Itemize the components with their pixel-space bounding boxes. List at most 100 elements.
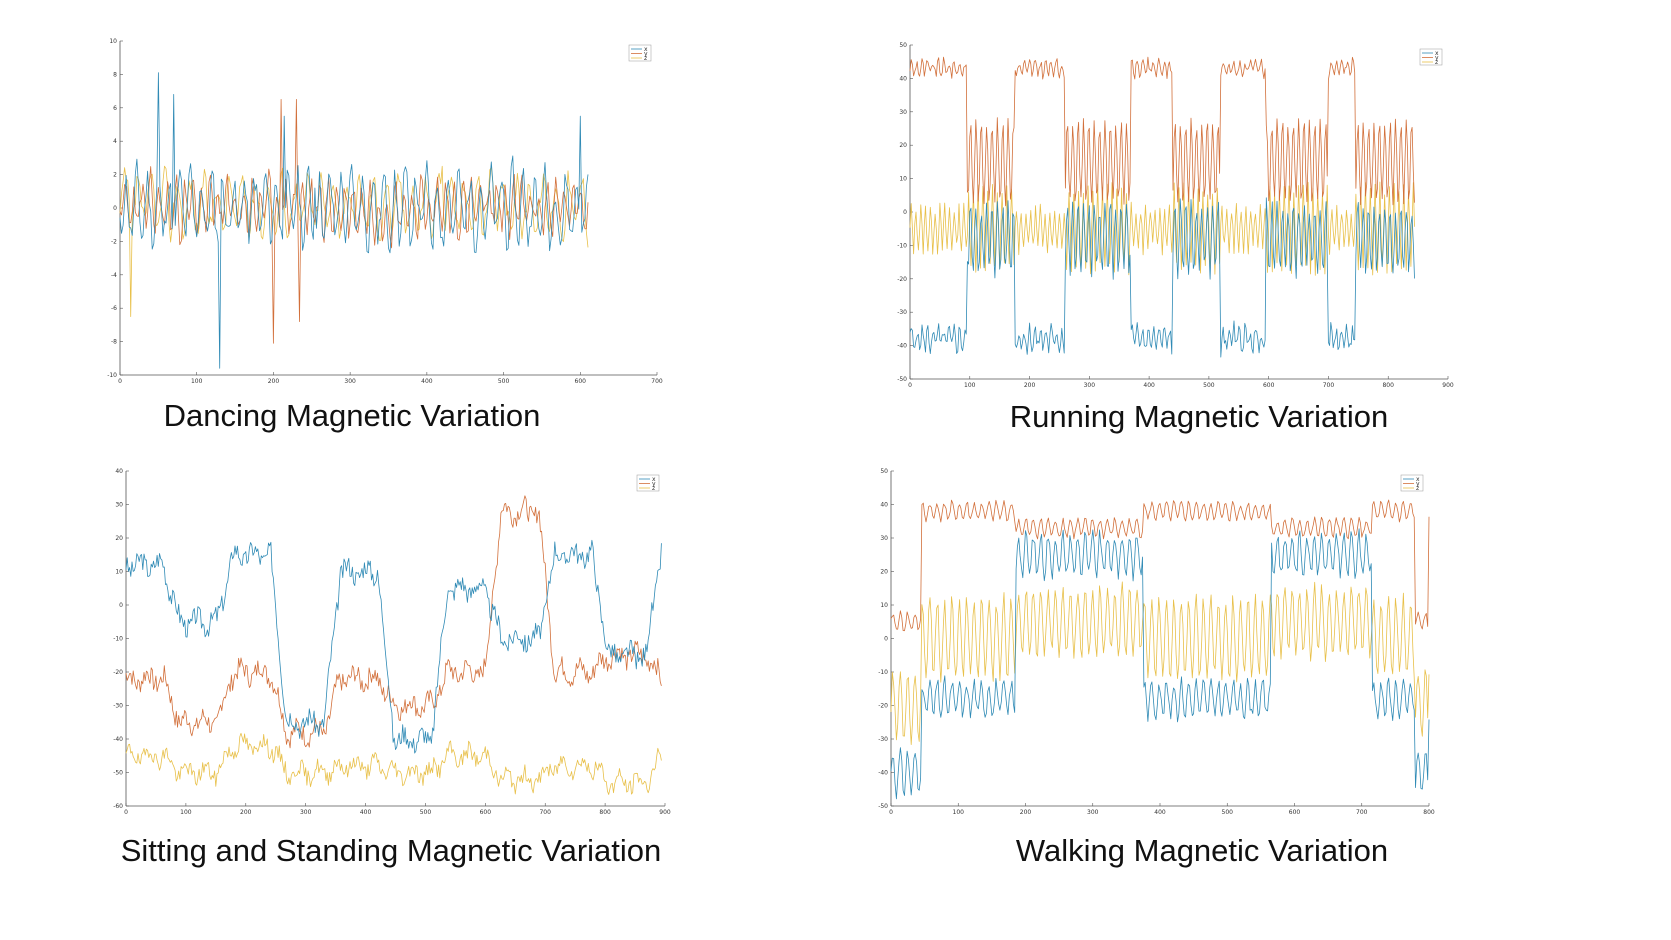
series-line-x (890, 528, 1430, 800)
y-tick-label: 30 (899, 109, 907, 116)
x-tick-label: 0 (889, 809, 893, 816)
y-tick-label: 0 (884, 636, 888, 643)
x-tick-label: 200 (268, 378, 280, 385)
legend-label-z: z (1435, 59, 1438, 66)
x-tick-label: 700 (651, 378, 663, 385)
x-tick-label: 0 (908, 382, 912, 389)
legend-label-z: z (1416, 485, 1419, 492)
legend-label-x: x (644, 46, 648, 53)
running-magnetic-chart: 0 100 200 300 400 500 600 700 800 900-50-40-30-20… (897, 42, 1454, 389)
y-tick-label: 40 (115, 468, 123, 475)
y-tick-label: -40 (897, 343, 907, 350)
y-tick-label: -30 (878, 736, 888, 743)
series-line-z (125, 732, 662, 795)
x-tick-label: 300 (1084, 382, 1096, 389)
series-line-x (909, 197, 1415, 358)
legend-label-z: z (652, 485, 655, 492)
x-tick-label: 800 (599, 809, 611, 816)
series-line-y (125, 495, 662, 749)
series-line-y (890, 499, 1430, 632)
y-tick-label: 20 (880, 569, 888, 576)
y-tick-label: -50 (878, 803, 888, 810)
y-tick-label: -20 (897, 276, 907, 283)
legend-box (1400, 474, 1424, 492)
y-tick-label: -20 (878, 703, 888, 710)
axes: 0 100 200 300 400 500 600 700 800-50-40-30-20-10… (878, 468, 1435, 816)
y-tick-label: 50 (899, 42, 907, 49)
legend: xyz (628, 44, 652, 62)
x-tick-label: 900 (659, 809, 671, 816)
legend-label-y: y (652, 480, 656, 487)
x-tick-label: 500 (498, 378, 510, 385)
y-tick-label: 4 (113, 138, 117, 145)
series-line-z (890, 581, 1430, 745)
legend: xyz (636, 474, 660, 492)
sitting-standing-magnetic-chart: 0 100 200 300 400 500 600 700 800 900-60-50-40-30… (113, 468, 671, 816)
legend-label-y: y (1416, 480, 1420, 487)
x-tick-label: 600 (575, 378, 587, 385)
y-tick-label: -10 (113, 636, 123, 643)
running-chart-panel: 0 100 200 300 400 500 600 700 800 900 -50 -40 -30 -20… (0, 0, 1671, 450)
y-tick-label: 2 (113, 172, 117, 179)
legend-label-x: x (1416, 476, 1420, 483)
legend-label-x: x (1435, 50, 1439, 57)
x-tick-label: 0 (118, 378, 122, 385)
x-tick-label: 800 (1382, 382, 1394, 389)
y-tick-label: 10 (109, 38, 117, 45)
legend-label-x: x (652, 476, 656, 483)
x-tick-label: 200 (1024, 382, 1036, 389)
legend: xyz (1419, 48, 1443, 66)
series-line-y (119, 99, 589, 344)
x-tick-label: 800 (1423, 809, 1435, 816)
x-tick-label: 900 (1442, 382, 1454, 389)
y-tick-label: -40 (878, 770, 888, 777)
axes: 0 100 200 300 400 500 600 700 800 900-60-50-40-30… (113, 468, 671, 816)
y-tick-label: -30 (113, 703, 123, 710)
x-tick-label: 600 (1263, 382, 1275, 389)
y-tick-label: -20 (113, 669, 123, 676)
y-tick-label: 0 (903, 209, 907, 216)
series-line-x (119, 72, 589, 369)
y-tick-label: -40 (113, 736, 123, 743)
x-tick-label: 600 (480, 809, 492, 816)
x-tick-label: 0 (124, 809, 128, 816)
walking-chart-title: Walking Magnetic Variation (1015, 833, 1389, 868)
y-tick-label: 10 (115, 569, 123, 576)
x-tick-label: 400 (1154, 809, 1166, 816)
y-tick-label: -50 (113, 770, 123, 777)
y-tick-label: 10 (899, 176, 907, 183)
x-tick-label: 700 (1356, 809, 1368, 816)
dancing-magnetic-chart: 0 100 200 300 400 500 600 700 -10 -8 -6 -4 -2 0 2 4 6 8 10… (107, 38, 663, 385)
y-tick-label: -8 (111, 339, 117, 346)
running-chart-title: Running Magnetic Variation (1009, 399, 1389, 434)
x-tick-label: 500 (1203, 382, 1215, 389)
y-tick-label: 0 (113, 205, 117, 212)
axes: 0 100 200 300 400 500 600 700 800 900-50-40-30-20… (897, 42, 1454, 389)
axes: 0 100 200 300 400 500 600 700 -10 -8 -6 -4 -2 0 2 4 6 8 10 (107, 38, 663, 385)
y-tick-label: -10 (878, 669, 888, 676)
y-tick-label: 30 (880, 535, 888, 542)
x-tick-label: 400 (1143, 382, 1155, 389)
y-tick-label: -50 (897, 376, 907, 383)
x-tick-label: 200 (1020, 809, 1032, 816)
x-tick-label: 300 (344, 378, 356, 385)
y-tick-label: -10 (897, 242, 907, 249)
series-line-x (125, 539, 662, 754)
legend-label-y: y (644, 50, 648, 57)
y-tick-label: 40 (880, 502, 888, 509)
y-tick-label: 6 (113, 105, 117, 112)
y-tick-label: -6 (111, 305, 117, 312)
dancing-chart-title: Dancing Magnetic Variation (163, 398, 541, 433)
x-tick-label: 400 (360, 809, 372, 816)
series-line-z (119, 165, 589, 317)
x-tick-label: 100 (180, 809, 192, 816)
y-tick-label: 8 (113, 71, 117, 78)
y-tick-label: 40 (899, 75, 907, 82)
legend: xyz (1400, 474, 1424, 492)
y-tick-label: 20 (115, 535, 123, 542)
sitting-chart-panel: 0 100 200 300 400 500 600 700 800 900 -60 -50 -40 -30… (0, 0, 835, 940)
x-tick-label: 300 (1087, 809, 1099, 816)
walking-magnetic-chart: 0 100 200 300 400 500 600 700 800-50-40-30-20-10… (878, 468, 1435, 816)
series-line-y (909, 56, 1415, 207)
